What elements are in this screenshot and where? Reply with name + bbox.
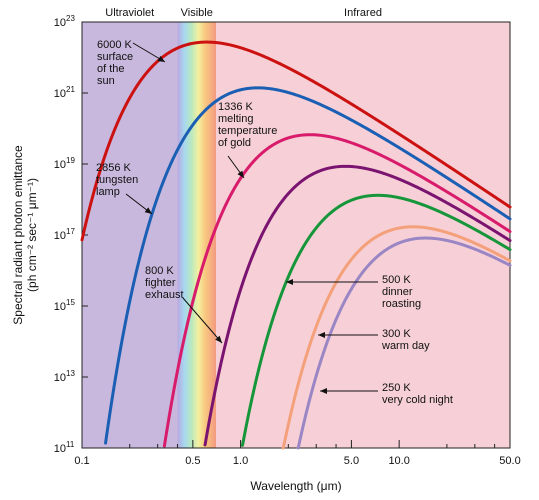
curves [80, 40, 512, 450]
y-tick-label: 10 [54, 230, 66, 242]
annotation-line: sun [97, 75, 115, 87]
y-tick-exponent: 11 [66, 440, 75, 449]
annotation-line: lamp [96, 186, 120, 198]
annotation-line: 250 K [382, 382, 411, 394]
x-tick-label: 50.0 [499, 455, 520, 467]
y-tick-label: 10 [54, 372, 66, 384]
arrowhead [318, 332, 325, 338]
x-axis-label: Wavelength (μm) [250, 479, 341, 493]
curve-2856k [104, 86, 512, 445]
annotation-line: 500 K [382, 274, 411, 286]
arrowhead [144, 207, 152, 214]
region-ultraviolet [82, 22, 178, 448]
y-axis-label-line: (ph cm⁻² sec⁻¹ μm⁻¹) [25, 178, 39, 292]
arrowhead [215, 335, 222, 343]
annotation-line: 2856 K [96, 162, 132, 174]
x-tick-label: 1.0 [233, 455, 248, 467]
region-label-ultraviolet: Ultraviolet [105, 7, 154, 19]
curve-250k [296, 236, 512, 450]
annotation-line: warm day [381, 340, 430, 352]
x-tick-label: 5.0 [344, 455, 359, 467]
axis-labels: Wavelength (μm) Spectral radiant photon e… [11, 145, 342, 493]
y-axis-label-line: Spectral radiant photon emittance [11, 145, 25, 325]
y-tick-exponent: 21 [66, 85, 75, 94]
annotation-line: melting [218, 113, 253, 125]
annotation-line: 1336 K [218, 101, 254, 113]
region-infrared [216, 22, 510, 448]
annotation-line: fighter [145, 277, 176, 289]
x-tick-label: 0.1 [74, 455, 89, 467]
annotation-line: exhaust [145, 289, 184, 301]
x-tick-label: 10.0 [388, 455, 409, 467]
x-tick-label: 0.5 [185, 455, 200, 467]
y-tick-exponent: 19 [66, 156, 75, 165]
y-tick-label: 10 [54, 88, 66, 100]
annotation-line: of gold [218, 137, 251, 149]
annotation-line: of the [97, 63, 125, 75]
annotation-line: 300 K [382, 328, 411, 340]
curve-800k [203, 164, 512, 447]
curve-6000k [80, 40, 512, 242]
annotation-pointer [182, 297, 223, 344]
region-visible [177, 22, 217, 448]
spectral-regions: Ultraviolet Visible Infrared [82, 7, 510, 448]
arrowhead [286, 279, 293, 285]
region-label-infrared: Infrared [344, 7, 382, 19]
annotation-line: dinner [382, 286, 413, 298]
annotation-line: 6000 K [97, 39, 133, 51]
curve-1336k [162, 133, 512, 448]
annotation-line: tungsten [96, 174, 138, 186]
y-axis-label: Spectral radiant photon emittance(ph cm⁻… [11, 145, 39, 325]
arrowhead [320, 388, 327, 394]
y-tick-exponent: 17 [66, 227, 75, 236]
y-tick-label: 10 [54, 159, 66, 171]
arrowhead [157, 55, 165, 62]
arrowhead [237, 170, 244, 178]
curve-500k [241, 193, 512, 447]
annotation-line: roasting [382, 298, 421, 310]
region-label-visible: Visible [181, 7, 213, 19]
annotation-line: temperature [218, 125, 277, 137]
annotation-line: 800 K [145, 265, 174, 277]
curve-300k [281, 225, 512, 450]
y-tick-exponent: 13 [66, 369, 75, 378]
y-tick-label: 10 [54, 443, 66, 455]
y-tick-label: 10 [54, 17, 66, 29]
y-tick-exponent: 15 [66, 298, 75, 307]
y-tick-label: 10 [54, 301, 66, 313]
annotation-line: very cold night [382, 394, 453, 406]
y-tick-exponent: 23 [66, 14, 75, 23]
annotation-line: surface [97, 51, 133, 63]
